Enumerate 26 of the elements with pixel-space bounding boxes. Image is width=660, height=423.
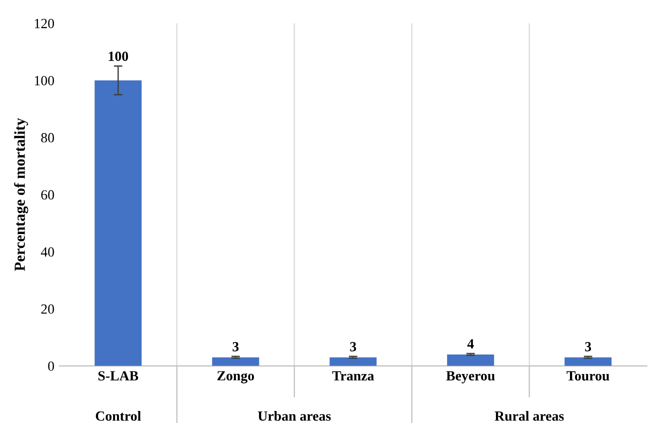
x-tick-label: Tourou bbox=[566, 371, 610, 381]
data-label: 3 bbox=[585, 342, 592, 352]
x-tick-label: Zongo bbox=[217, 371, 254, 384]
y-tick-label: 100 bbox=[34, 76, 54, 86]
bar bbox=[330, 357, 377, 366]
y-tick-label: 120 bbox=[34, 18, 54, 28]
x-tick-label: Beyerou bbox=[446, 371, 495, 384]
bar bbox=[212, 357, 260, 366]
data-label: 4 bbox=[467, 339, 474, 348]
y-tick-label: 40 bbox=[40, 247, 54, 257]
text: Rural areas bbox=[494, 410, 564, 421]
y-axis-title: Percentage of mortality bbox=[14, 118, 28, 271]
bar bbox=[94, 80, 142, 366]
data-label: 3 bbox=[350, 342, 356, 352]
bar bbox=[447, 354, 494, 366]
text: Control bbox=[96, 410, 141, 421]
text: Urban areas bbox=[258, 410, 331, 421]
data-label: 100 bbox=[108, 52, 128, 61]
y-tick-label: 0 bbox=[48, 361, 54, 371]
bar bbox=[564, 357, 612, 366]
data-label: 3 bbox=[232, 342, 239, 352]
x-tick-label: Tranza bbox=[332, 371, 374, 381]
y-tick-label: 60 bbox=[41, 190, 54, 200]
y-tick-label: 80 bbox=[41, 133, 54, 142]
y-tick-label: 20 bbox=[41, 304, 54, 314]
x-tick-label: S-LAB bbox=[98, 371, 138, 381]
